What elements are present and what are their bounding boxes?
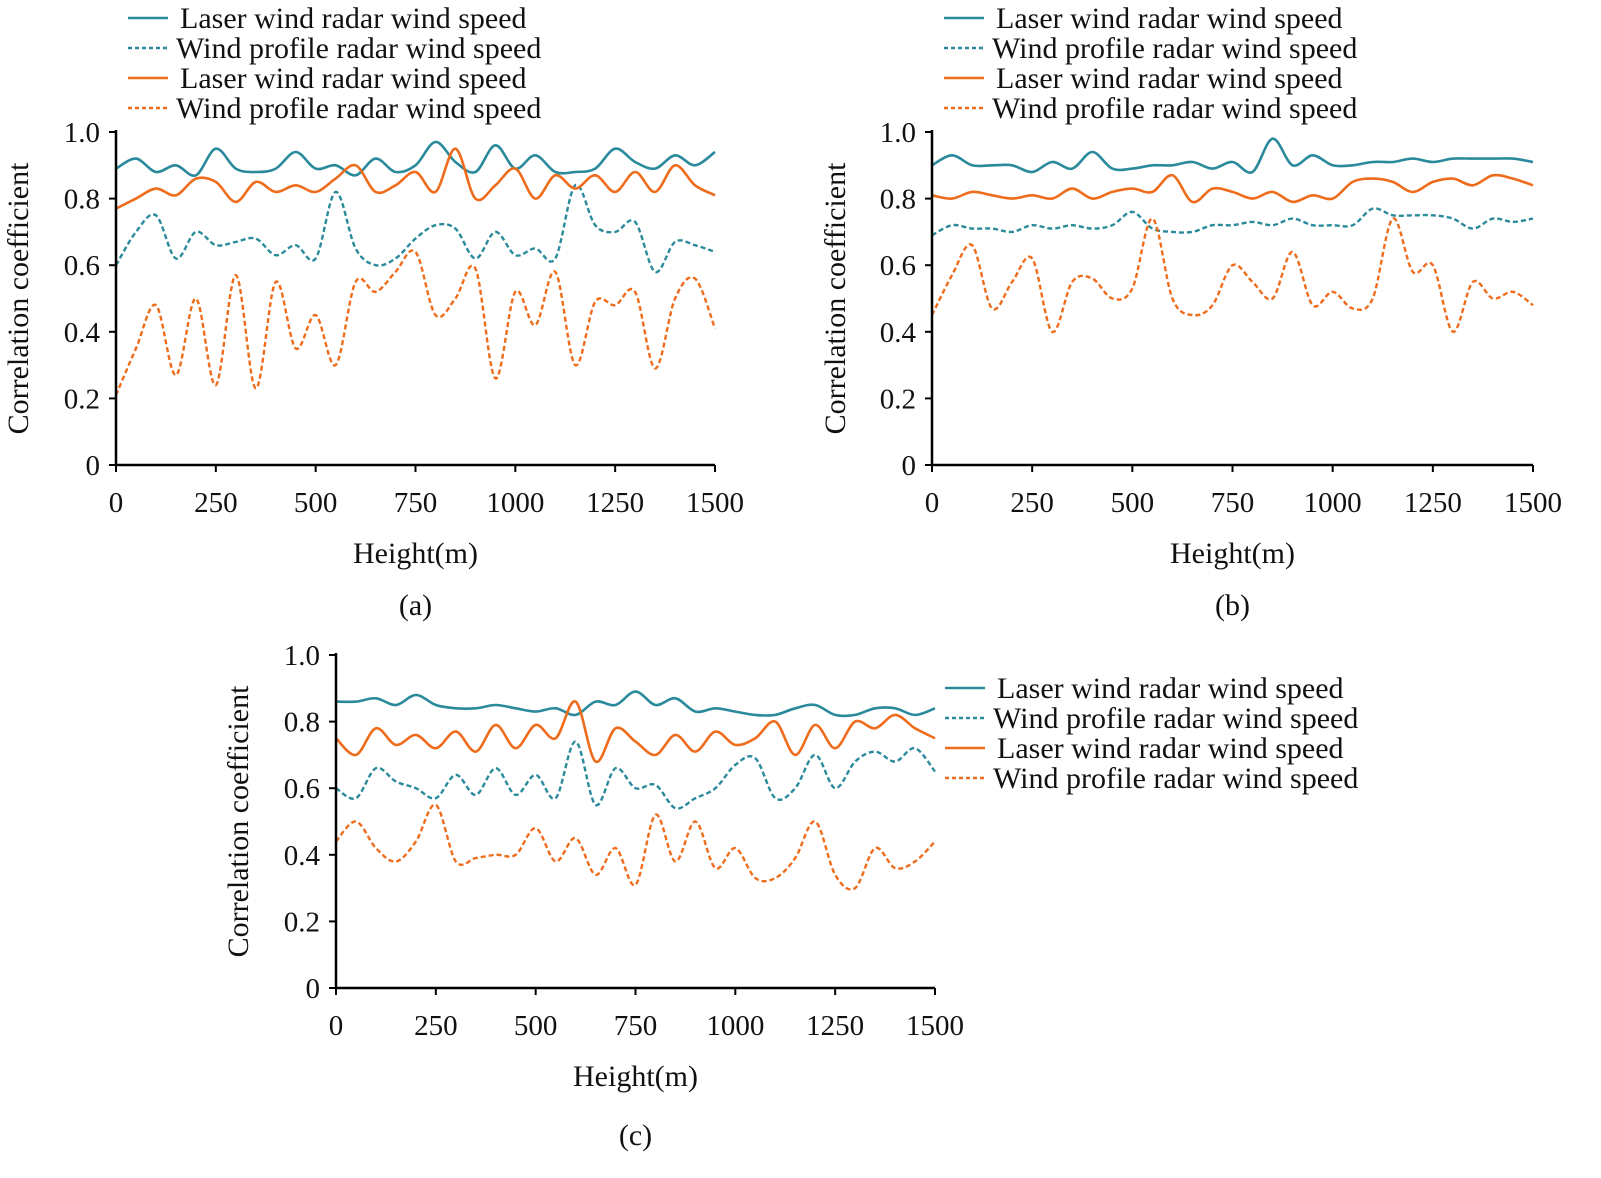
x-tick-label: 250 [194, 487, 238, 519]
x-tick-label: 1500 [906, 1010, 964, 1042]
x-tick-label: 1500 [686, 487, 744, 519]
series-line-orange-solid [931, 173, 1534, 204]
chart-b: 0 250 500 750 1000 1250 1500 0 0.2 0.4 0.6 0.8 1.0 He… [819, 2, 1562, 622]
y-axis-label: Correlation coefficient [2, 162, 35, 434]
x-tick-label: 1500 [1504, 487, 1562, 519]
series-line-orange-dashed [335, 803, 936, 891]
series-line-orange-solid [115, 147, 716, 210]
y-tick-label: 1.0 [284, 640, 320, 672]
legend-label: Laser wind radar wind speed [996, 2, 1343, 35]
x-tick-label: 1000 [1304, 487, 1362, 519]
x-tick-label: 750 [394, 487, 438, 519]
x-tick-label: 1250 [1404, 487, 1462, 519]
y-tick-label: 0.2 [880, 383, 916, 415]
y-tick-label: 0.4 [284, 840, 321, 872]
x-tick-label: 750 [614, 1010, 658, 1042]
x-tick-label: 500 [294, 487, 338, 519]
chart-caption: (b) [1215, 589, 1250, 622]
x-tick-label: 1000 [486, 487, 544, 519]
y-tick-label: 0.8 [284, 707, 320, 739]
chart-caption: (a) [399, 589, 432, 622]
series-line-teal-dashed [931, 207, 1534, 237]
y-tick-label: 0.2 [64, 383, 100, 415]
legend-label: Wind profile radar wind speed [176, 92, 541, 125]
y-tick-label: 0.6 [64, 250, 100, 282]
y-tick-label: 1.0 [880, 117, 916, 149]
y-tick-label: 0.8 [880, 184, 916, 216]
series-line-teal-solid [335, 690, 936, 718]
x-axis-label: Height(m) [353, 537, 478, 570]
y-tick-label: 0.6 [284, 773, 320, 805]
x-tick-label: 500 [514, 1010, 558, 1042]
legend-label: Wind profile radar wind speed [176, 32, 541, 65]
chart-c: 0 250 500 750 1000 1250 1500 0 0.2 0.4 0.6 0.8 1.0 He… [222, 640, 1358, 1152]
legend-label: Wind profile radar wind speed [992, 32, 1357, 65]
y-tick-label: 0 [306, 973, 321, 1005]
y-tick-label: 0.2 [284, 906, 320, 938]
legend-label: Laser wind radar wind speed [180, 2, 527, 35]
series-line-teal-dashed [335, 740, 936, 810]
x-axis-label: Height(m) [1170, 537, 1295, 570]
series-line-orange-dashed [930, 217, 1534, 334]
y-tick-label: 0.4 [880, 317, 917, 349]
x-tick-label: 1250 [806, 1010, 864, 1042]
x-tick-label: 250 [1010, 487, 1054, 519]
x-tick-label: 1250 [586, 487, 644, 519]
y-tick-label: 0.4 [64, 317, 101, 349]
legend-label: Wind profile radar wind speed [993, 702, 1358, 735]
x-tick-label: 0 [109, 487, 124, 519]
x-tick-label: 0 [329, 1010, 344, 1042]
chart-a: 0 250 500 750 1000 1250 1500 0 0.2 0.4 0.6 0.8 1.0 He… [2, 2, 744, 622]
legend-label: Laser wind radar wind speed [996, 62, 1343, 95]
x-tick-label: 750 [1211, 487, 1255, 519]
x-tick-label: 250 [414, 1010, 458, 1042]
legend-label: Laser wind radar wind speed [180, 62, 527, 95]
series-line-teal-solid [931, 137, 1534, 174]
series-line-teal-dashed [114, 183, 716, 274]
x-tick-label: 1000 [706, 1010, 764, 1042]
chart-caption: (c) [619, 1119, 652, 1152]
legend-label: Laser wind radar wind speed [997, 732, 1344, 765]
series-line-teal-solid [115, 140, 716, 177]
legend-label: Wind profile radar wind speed [993, 762, 1358, 795]
y-axis-label: Correlation coefficient [222, 685, 255, 957]
series-line-orange-solid [335, 700, 936, 763]
legend-label: Wind profile radar wind speed [992, 92, 1357, 125]
series-line-orange-dashed [114, 249, 717, 396]
y-tick-label: 0.8 [64, 184, 100, 216]
legend-label: Laser wind radar wind speed [997, 672, 1344, 705]
x-axis-label: Height(m) [573, 1060, 698, 1093]
y-tick-label: 0.6 [880, 250, 916, 282]
x-tick-label: 500 [1111, 487, 1155, 519]
y-tick-label: 0 [86, 450, 101, 482]
y-tick-label: 0 [902, 450, 917, 482]
y-tick-label: 1.0 [64, 117, 100, 149]
y-axis-label: Correlation coefficient [819, 162, 852, 434]
x-tick-label: 0 [925, 487, 940, 519]
